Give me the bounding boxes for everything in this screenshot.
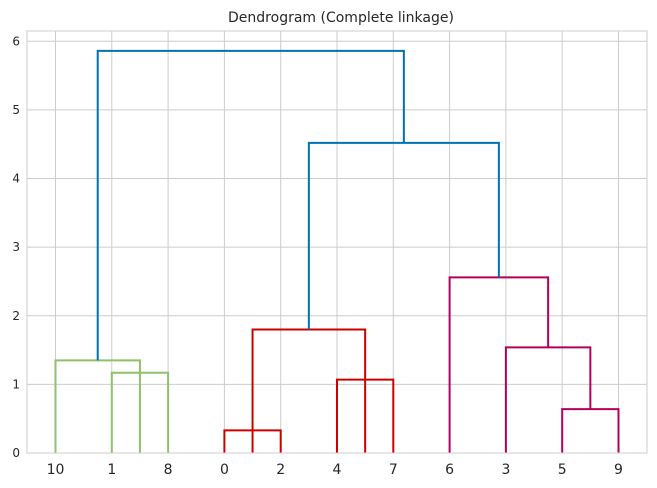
x-tick-label: 10 <box>47 462 65 478</box>
x-tick-label: 6 <box>445 462 454 478</box>
x-tick-label: 4 <box>333 462 342 478</box>
dendrogram-link <box>96 49 405 361</box>
dendrogram-link <box>561 408 620 453</box>
x-tick-label: 9 <box>614 462 623 478</box>
y-tick-label: 4 <box>12 172 20 186</box>
dendrogram-links <box>54 49 620 453</box>
x-tick-label: 3 <box>501 462 510 478</box>
dendrogram-link <box>504 346 592 453</box>
x-tick-label: 1 <box>107 462 116 478</box>
dendrogram-link <box>54 359 141 453</box>
x-tick-label: 7 <box>389 462 398 478</box>
x-axis-ticks: 10 1 8 0 2 4 7 6 3 5 9 <box>47 462 623 478</box>
x-tick-label: 5 <box>558 462 567 478</box>
y-tick-label: 1 <box>12 377 20 391</box>
dendrogram-link <box>448 276 550 453</box>
y-tick-label: 5 <box>12 103 20 117</box>
y-tick-label: 3 <box>12 240 20 254</box>
plot-frame <box>26 30 648 454</box>
x-tick-label: 0 <box>220 462 229 478</box>
y-axis-ticks: 0 1 2 3 4 5 6 <box>12 34 20 460</box>
x-tick-label: 2 <box>276 462 285 478</box>
x-tick-label: 8 <box>164 462 173 478</box>
y-tick-label: 0 <box>12 446 20 460</box>
y-tick-label: 6 <box>12 34 20 48</box>
chart-title: Dendrogram (Complete linkage) <box>228 10 454 26</box>
y-tick-label: 2 <box>12 309 20 323</box>
dendrogram-link <box>251 328 367 453</box>
